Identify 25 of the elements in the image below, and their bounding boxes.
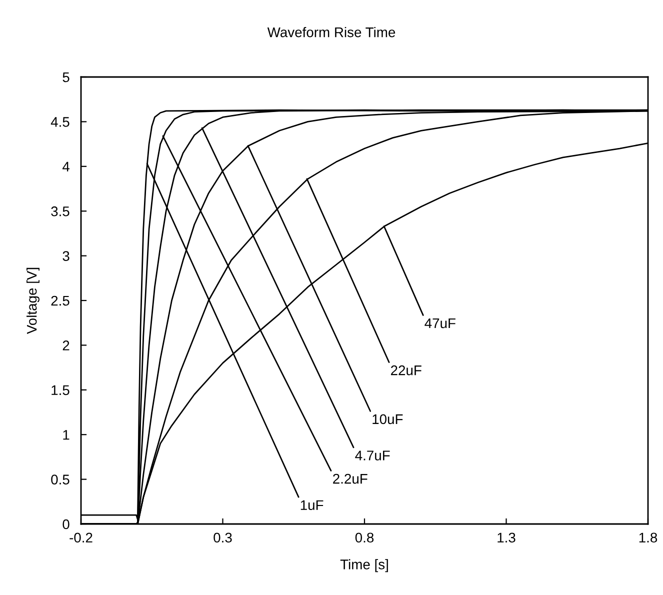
x-tick-label: 0.3 [214,532,232,543]
y-tick-label: 2 [62,340,70,350]
y-tick-label: 1 [63,430,70,440]
annotation: 10uF [372,414,403,424]
x-tick-label: 1.8 [639,532,658,543]
y-tick-label: 0 [62,519,70,530]
x-axis-title: Time [s] [340,559,388,572]
x-tick-label: 1.3 [498,532,516,543]
y-tick-label: 2.5 [51,296,70,306]
y-tick-label: 1.5 [52,385,70,396]
annotation: 4.7uF [355,450,390,460]
y-tick-label: 4.5 [50,117,70,127]
annotation: 47uF [424,318,456,328]
annotation: 2.2uF [333,474,368,484]
chart-title: Waveform Rise Time [267,27,396,38]
y-tick-label: 3.5 [51,206,70,216]
y-axis-title: Voltage [V] [26,268,40,334]
x-tick-label: -0.2 [70,532,92,543]
y-tick-label: 4 [62,162,70,172]
y-tick-label: 0.5 [51,474,70,484]
annotation: 1uF [300,500,324,510]
y-tick-label: 5 [62,72,70,82]
annotation: 22uF [390,365,422,376]
y-tick-label: 3 [62,251,70,261]
x-tick-label: 0.8 [355,532,374,543]
